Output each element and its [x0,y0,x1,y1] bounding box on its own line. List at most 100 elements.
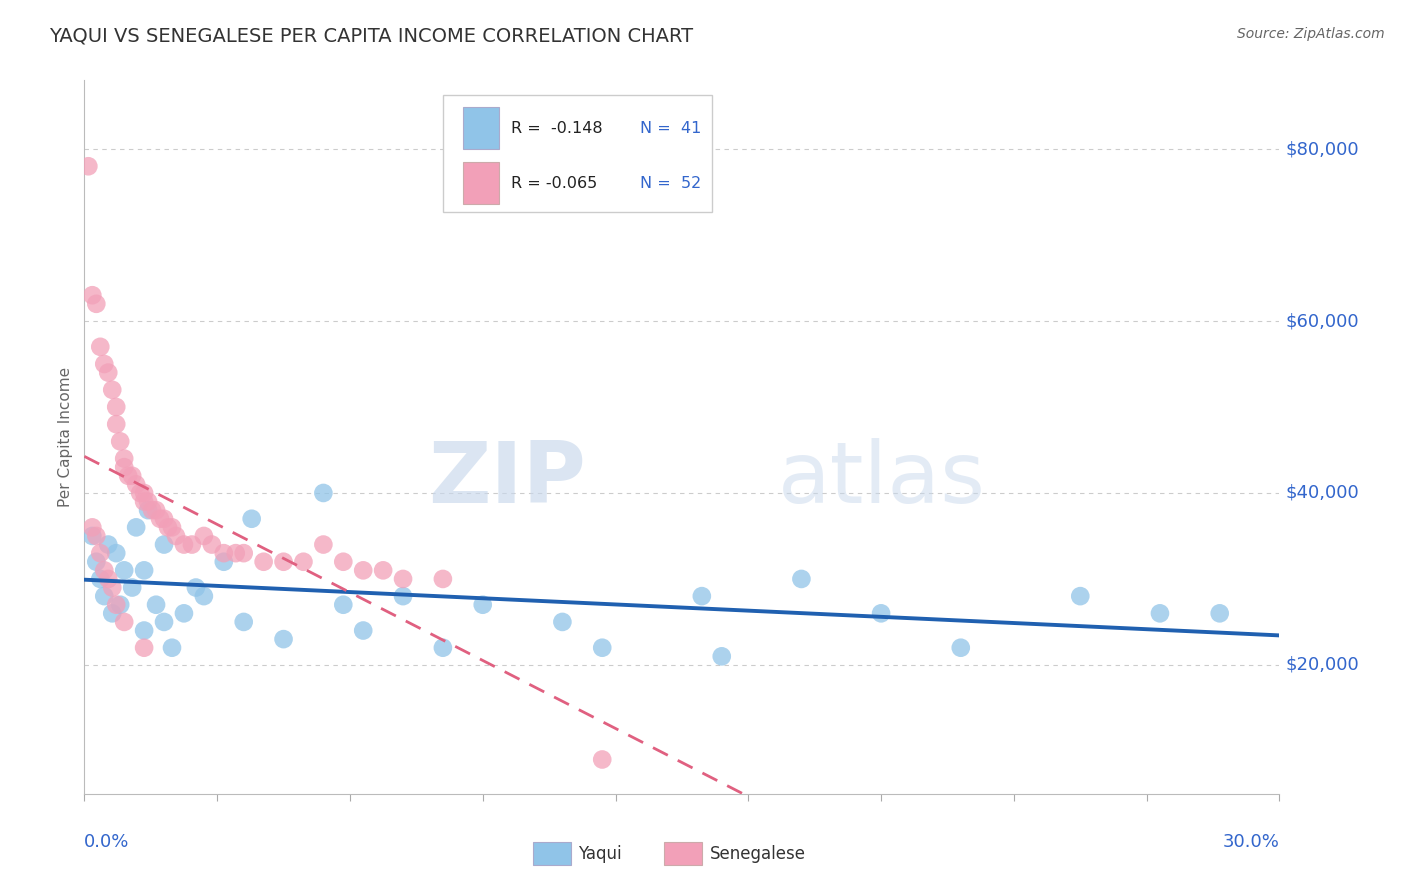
Point [352,624,374,638]
Text: N =  41: N = 41 [640,120,702,136]
Point [173,607,195,621]
Point [141,503,163,517]
Point [153,537,176,551]
Point [136,494,159,508]
Y-axis label: Per Capita Income: Per Capita Income [58,367,73,508]
Point [132,563,156,577]
Point [105,598,128,612]
Point [101,383,124,397]
Point [157,520,180,534]
Point [149,512,172,526]
Point [82,288,104,302]
Point [710,649,733,664]
FancyBboxPatch shape [533,842,571,865]
Point [153,512,176,526]
Point [232,615,254,629]
Point [97,537,120,551]
FancyBboxPatch shape [463,161,499,204]
Text: $20,000: $20,000 [1285,656,1360,674]
Point [89,572,111,586]
Text: ZIP: ZIP [429,438,586,522]
Point [153,615,176,629]
Point [591,752,613,766]
Point [392,589,415,603]
Point [132,624,156,638]
Point [551,615,574,629]
Point [273,555,295,569]
Point [121,468,143,483]
Point [312,537,335,551]
Point [86,297,108,311]
Point [690,589,713,603]
Point [790,572,813,586]
Point [145,503,167,517]
Point [181,537,204,551]
Text: R = -0.065: R = -0.065 [510,176,598,191]
Point [373,563,395,577]
Text: Senegalese: Senegalese [710,845,806,863]
Point [89,340,111,354]
Point [93,563,115,577]
Text: R =  -0.148: R = -0.148 [510,120,603,136]
Point [86,555,108,569]
Point [93,589,115,603]
Point [125,477,148,491]
Point [312,486,335,500]
Point [125,520,148,534]
Point [240,512,263,526]
Point [112,615,135,629]
Point [173,537,195,551]
Point [591,640,613,655]
Text: YAQUI VS SENEGALESE PER CAPITA INCOME CORRELATION CHART: YAQUI VS SENEGALESE PER CAPITA INCOME CO… [49,27,693,45]
Point [105,417,128,432]
Point [165,529,187,543]
Point [225,546,247,560]
Point [432,640,454,655]
Point [332,555,354,569]
Text: $60,000: $60,000 [1285,312,1360,330]
Point [201,537,224,551]
Point [212,555,235,569]
Point [101,581,124,595]
Point [184,581,207,595]
Point [105,400,128,414]
Point [132,494,156,508]
Point [117,468,139,483]
Point [949,640,972,655]
Point [136,503,159,517]
Point [160,520,183,534]
Text: $80,000: $80,000 [1285,140,1360,158]
Point [121,581,143,595]
Text: Yaqui: Yaqui [578,845,621,863]
Point [105,546,128,560]
Point [392,572,415,586]
Point [332,598,354,612]
Point [193,589,215,603]
FancyBboxPatch shape [443,95,711,212]
Point [129,486,152,500]
Point [101,607,124,621]
Point [89,546,111,560]
Point [110,434,132,449]
Point [212,546,235,560]
Point [110,598,132,612]
Point [1209,607,1232,621]
Point [112,460,135,475]
Point [82,529,104,543]
Point [232,546,254,560]
Point [112,451,135,466]
Point [132,640,156,655]
Point [432,572,454,586]
Point [97,572,120,586]
Point [93,357,115,371]
Point [112,563,135,577]
Point [97,366,120,380]
Point [82,520,104,534]
Point [273,632,295,647]
Point [253,555,276,569]
Point [1069,589,1091,603]
Point [1149,607,1171,621]
Text: Source: ZipAtlas.com: Source: ZipAtlas.com [1237,27,1385,41]
FancyBboxPatch shape [463,107,499,150]
FancyBboxPatch shape [664,842,702,865]
